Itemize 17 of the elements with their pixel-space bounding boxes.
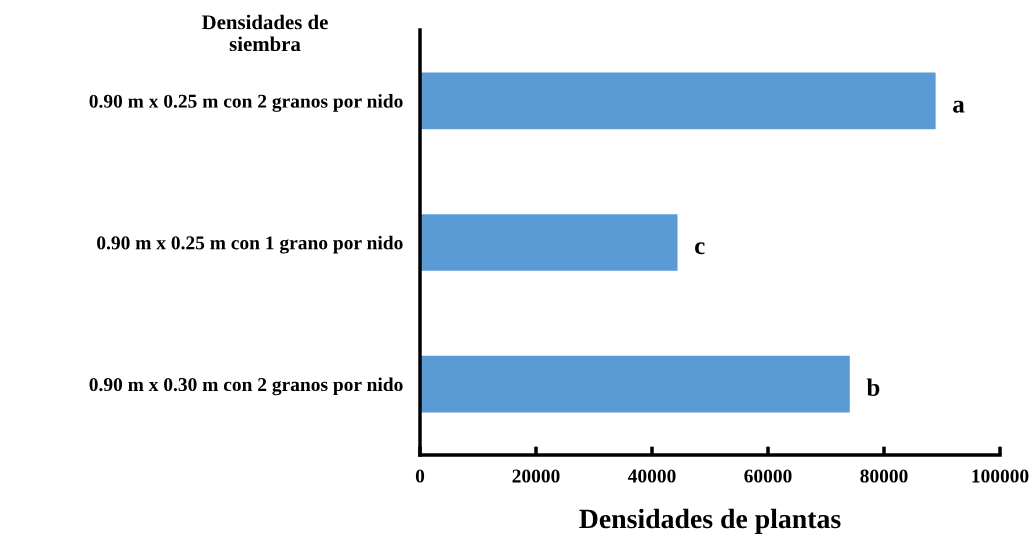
x-axis-title: Densidades de plantas xyxy=(579,508,841,534)
bar xyxy=(420,72,936,130)
x-tick-label: 0 xyxy=(415,469,425,483)
y-tick-label: 0.90 m x 0.25 m con 1 grano por nido xyxy=(97,235,403,254)
y-tick-label: 0.90 m x 0.30 m con 2 granos por nido xyxy=(89,377,403,396)
y-tick-label: 0.90 m x 0.25 m con 2 granos por nido xyxy=(89,94,403,112)
x-tick-label: 80000 xyxy=(860,469,908,483)
x-tick-label: 100000 xyxy=(972,469,1029,483)
annotation: c xyxy=(695,242,705,255)
bar xyxy=(420,214,678,271)
x-tick-label: 60000 xyxy=(744,469,792,483)
x-tick-label: 40000 xyxy=(627,469,676,483)
annotation: b xyxy=(866,378,880,396)
annotation: a xyxy=(953,100,965,113)
y-axis-title: Densidades de siembra xyxy=(201,14,328,52)
bar xyxy=(420,355,850,413)
x-tick-label: 20000 xyxy=(512,469,560,483)
